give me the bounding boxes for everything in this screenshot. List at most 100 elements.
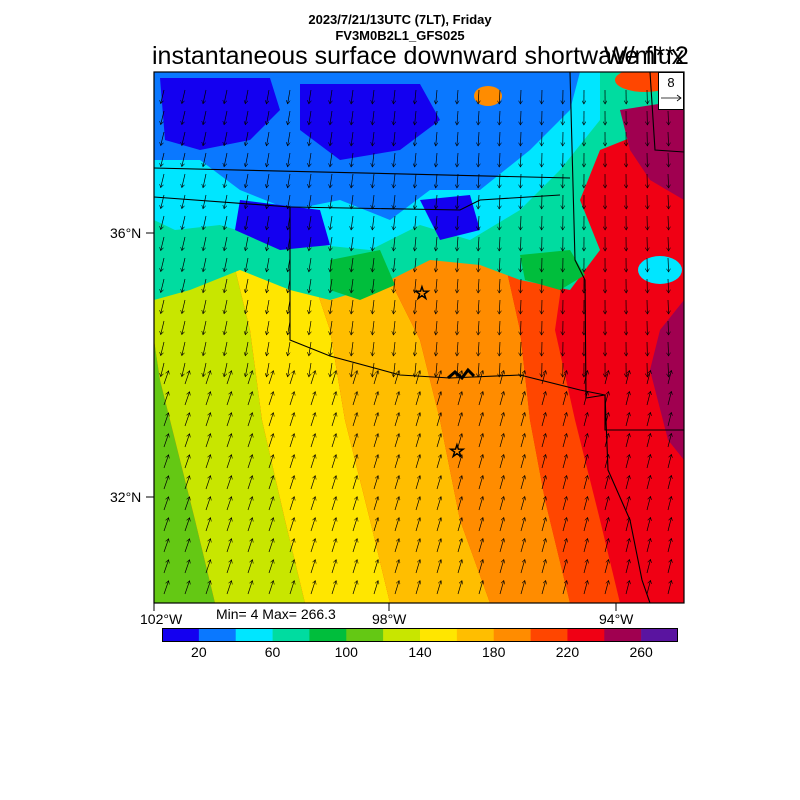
wind-arrow — [646, 454, 651, 469]
wind-arrow — [309, 299, 311, 314]
wind-arrow — [309, 131, 311, 146]
colorbar-swatch — [530, 628, 568, 642]
wind-arrow — [667, 391, 671, 406]
wind-arrow — [163, 518, 169, 532]
wind-arrow — [520, 392, 525, 406]
wind-arrow — [247, 371, 252, 385]
wind-arrow — [288, 257, 291, 272]
wind-arrow — [667, 496, 671, 511]
wind-arrow — [604, 581, 609, 595]
wind-arrow — [541, 581, 546, 595]
wind-arrow — [478, 236, 479, 251]
wind-arrow — [163, 497, 169, 511]
wind-arrow — [604, 497, 609, 511]
wind-arrow — [182, 215, 186, 230]
wind-arrow — [351, 215, 353, 230]
wind-arrow — [224, 110, 228, 125]
wind-arrow — [499, 497, 504, 511]
wind-arrow — [562, 455, 567, 469]
colorbar — [162, 628, 678, 642]
wind-arrow — [310, 476, 315, 490]
wind-arrow — [625, 518, 630, 532]
wind-arrow — [541, 497, 546, 511]
wind-arrow — [457, 278, 458, 293]
wind-arrow — [436, 215, 437, 230]
wind-arrow — [205, 518, 211, 532]
map-frame — [153, 71, 685, 604]
wind-arrow — [667, 538, 671, 553]
colorbar-tick-label: 100 — [334, 644, 358, 660]
reference-vector-box: 8 — [658, 72, 684, 110]
wind-arrow — [331, 371, 336, 385]
wind-arrow — [478, 89, 479, 104]
wind-arrow — [393, 173, 395, 188]
wind-arrow — [478, 518, 483, 532]
wind-arrow — [245, 173, 249, 188]
wind-arrow — [668, 278, 669, 293]
wind-arrow — [373, 455, 378, 469]
wind-arrow — [457, 362, 458, 377]
wind-arrow — [668, 320, 669, 335]
wind-arrow — [182, 152, 186, 167]
wind-arrow — [415, 497, 420, 511]
wind-arrow — [436, 194, 437, 209]
wind-arrow — [520, 257, 521, 272]
wind-arrow — [268, 455, 273, 469]
wind-arrow — [646, 412, 651, 427]
wind-arrow — [604, 371, 609, 385]
wind-arrow — [373, 560, 378, 574]
wind-arrow — [289, 497, 294, 511]
wind-arrow — [182, 320, 186, 335]
wind-arrow — [625, 455, 630, 469]
wind-arrow — [499, 173, 500, 188]
wind-arrow — [373, 539, 378, 553]
wind-arrow — [309, 320, 311, 335]
wind-arrow — [393, 110, 395, 125]
wind-arrow — [288, 236, 291, 251]
wind-arrow — [224, 236, 228, 251]
wind-arrow — [226, 539, 232, 553]
wind-arrow — [499, 89, 500, 104]
wind-arrow — [184, 497, 190, 511]
wind-arrow — [667, 433, 671, 448]
wind-arrow — [330, 89, 332, 104]
wind-arrow — [330, 278, 332, 293]
wind-arrow — [205, 539, 211, 553]
wind-arrow — [393, 194, 395, 209]
wind-arrow — [520, 341, 521, 356]
wind-arrow — [436, 320, 437, 335]
wind-arrow — [604, 392, 609, 406]
wind-arrow — [330, 257, 332, 272]
wind-arrow — [288, 320, 291, 335]
wind-arrow — [457, 110, 458, 125]
wind-arrow — [161, 215, 165, 230]
wind-arrow — [310, 455, 315, 469]
wind-arrow — [289, 455, 294, 469]
wind-arrow — [309, 341, 311, 356]
wind-arrow — [436, 362, 437, 377]
wind-arrow — [351, 341, 353, 356]
field-title: instantaneous surface downward shortwave… — [152, 42, 685, 70]
lat-label-36n: 36°N — [110, 225, 142, 241]
wind-arrow — [372, 110, 374, 125]
wind-arrow — [330, 194, 332, 209]
wind-arrow — [520, 131, 521, 146]
wind-arrow — [184, 560, 190, 574]
wind-arrow — [309, 278, 311, 293]
wind-arrow — [436, 476, 441, 490]
wind-arrow — [205, 371, 211, 385]
wind-arrow — [203, 194, 207, 209]
wind-arrow — [478, 362, 479, 377]
wind-arrow — [352, 539, 357, 553]
wind-arrow — [562, 518, 567, 532]
colorbar-swatch — [235, 628, 273, 642]
wind-arrow — [372, 194, 374, 209]
wind-arrow — [646, 580, 651, 595]
wind-arrow — [667, 517, 671, 532]
wind-arrow — [668, 236, 669, 251]
wind-arrow — [226, 518, 232, 532]
wind-arrow — [457, 392, 462, 406]
wind-arrow — [457, 560, 462, 574]
wind-arrow — [394, 413, 399, 427]
wind-arrow — [184, 539, 190, 553]
